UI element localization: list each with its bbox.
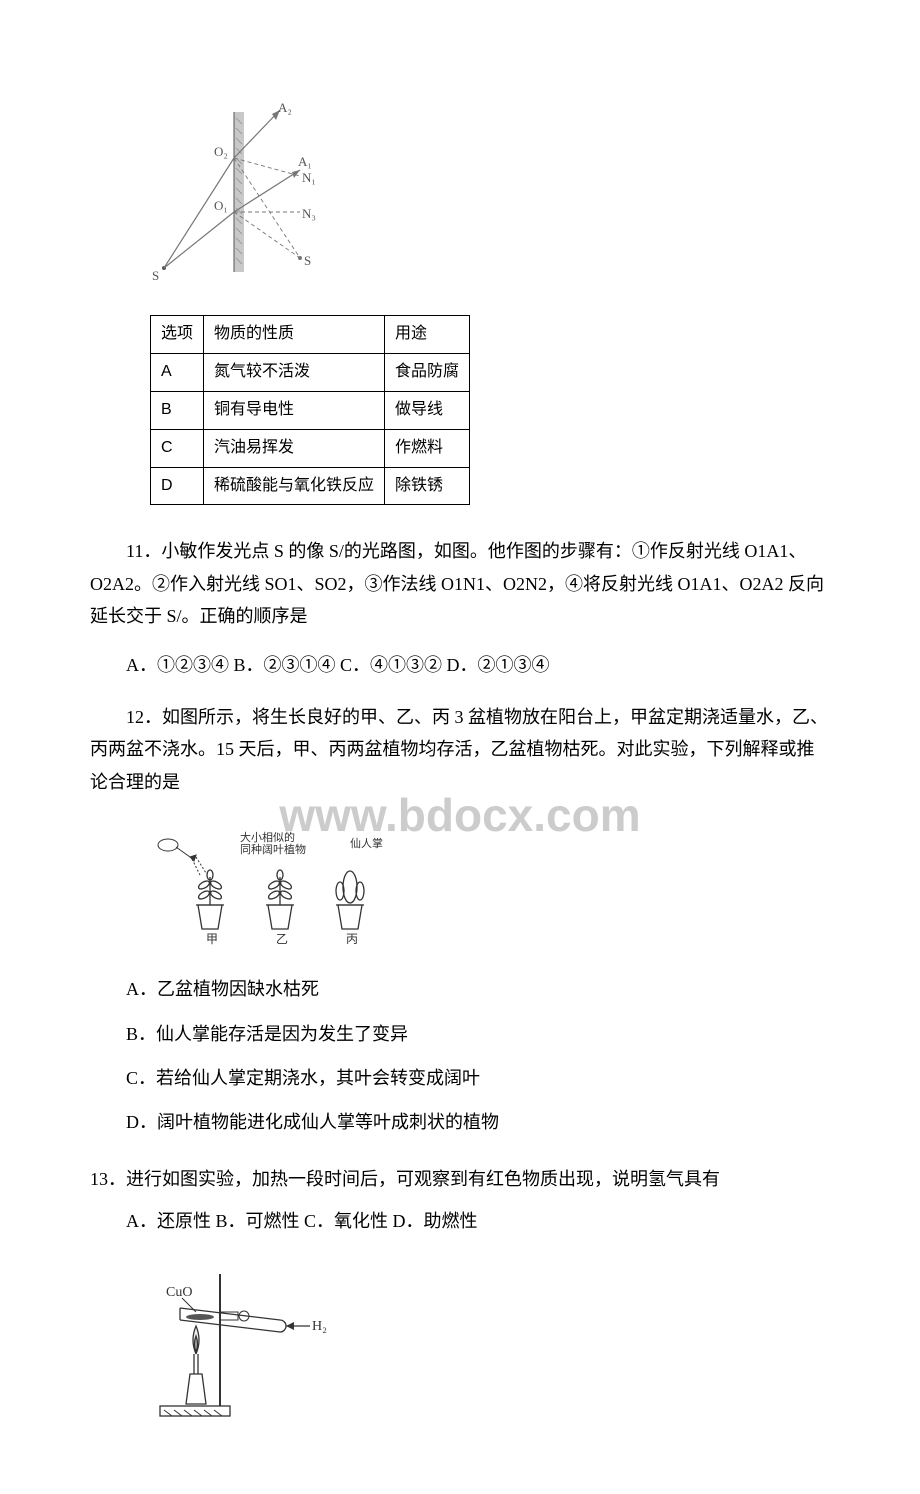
pot-label-3: 丙 [346,932,358,946]
label-sprime: S [304,253,311,268]
plant-caption-2: 同种阔叶植物 [240,842,306,856]
th-use: 用途 [385,316,470,354]
mirror-rect [234,112,244,272]
cell: 作燃料 [385,429,470,467]
q12-option-a: A．乙盆植物因缺水枯死 [90,973,830,1005]
th-property: 物质的性质 [204,316,385,354]
table-row: B 铜有导电性 做导线 [151,391,470,429]
th-option: 选项 [151,316,204,354]
plant-caption-1: 大小相似的 [240,830,295,844]
cell: B [151,391,204,429]
table-row: A 氮气较不活泼 食品防腐 [151,354,470,392]
table-header-row: 选项 物质的性质 用途 [151,316,470,354]
label-h2: H₂ [312,1319,327,1334]
label-s: S [152,268,159,283]
q12-text: 12．如图所示，将生长良好的甲、乙、丙 3 盆植物放在阳台上，甲盆定期浇适量水，… [90,701,830,798]
cell: C [151,429,204,467]
q13-options: A．还原性 B．可燃性 C．氧化性 D．助燃性 [90,1205,830,1237]
q12-option-c: C．若给仙人掌定期浇水，其叶会转变成阔叶 [90,1062,830,1094]
cell: A [151,354,204,392]
label-a1: A₁ [298,154,312,169]
cell: 氮气较不活泼 [204,354,385,392]
q11-text: 11．小敏作发光点 S 的像 S/的光路图，如图。他作图的步骤有：①作反射光线 … [90,535,830,632]
q11-options: A．①②③④ B．②③①④ C．④①③② D．②①③④ [90,649,830,681]
q13-text: 13．进行如图实验，加热一段时间后，可观察到有红色物质出现，说明氢气具有 [90,1163,830,1195]
plant-caption-3: 仙人掌 [350,836,383,850]
q12-option-d: D．阔叶植物能进化成仙人掌等叶成刺状的植物 [90,1106,830,1138]
property-table: 选项 物质的性质 用途 A 氮气较不活泼 食品防腐 B 铜有导电性 做导线 C … [150,315,470,505]
pot-label-2: 乙 [276,932,288,946]
optics-diagram: A₂ O₂ A₁ N₁ O₁ N₃ S S [150,100,830,295]
chem-apparatus-diagram: CuO H₂ [150,1254,830,1434]
cell: 食品防腐 [385,354,470,392]
label-n1: N₁ [302,170,316,185]
label-cuo: CuO [166,1285,192,1300]
plants-diagram: 大小相似的 同种阔叶植物 仙人掌 [150,827,830,957]
label-o1: O₁ [214,198,228,213]
cell: 铜有导电性 [204,391,385,429]
cell: 汽油易挥发 [204,429,385,467]
cell: 除铁锈 [385,467,470,505]
cell: 稀硫酸能与氧化铁反应 [204,467,385,505]
pot-label-1: 甲 [206,932,218,946]
table-row: C 汽油易挥发 作燃料 [151,429,470,467]
q12-option-b: B．仙人掌能存活是因为发生了变异 [90,1018,830,1050]
cell: D [151,467,204,505]
label-o2: O₂ [214,144,228,159]
table-row: D 稀硫酸能与氧化铁反应 除铁锈 [151,467,470,505]
cell: 做导线 [385,391,470,429]
label-n3: N₃ [302,206,316,221]
label-a2: A₂ [278,100,292,115]
